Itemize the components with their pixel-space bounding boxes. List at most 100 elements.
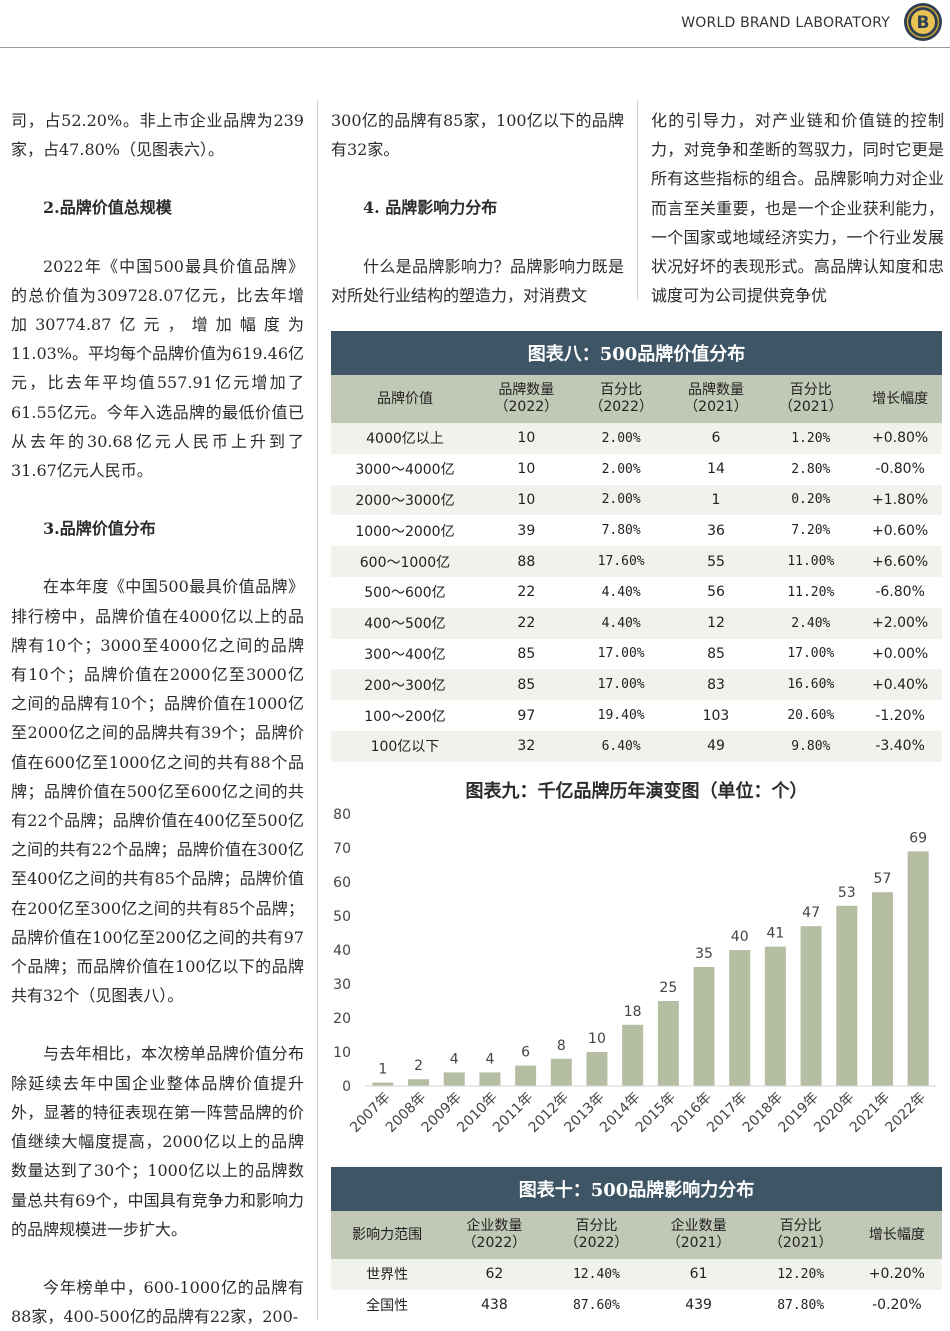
table-cell: 4.40%	[601, 584, 641, 600]
column-header-label: 影响力范围	[352, 1226, 423, 1243]
column-header-label: 百分比	[575, 1218, 618, 1234]
table-cell: 300～400亿	[364, 646, 446, 663]
table-cell: 600～1000亿	[331, 546, 479, 577]
bar	[800, 926, 822, 1086]
paragraph: 今年榜单中，600-1000亿的品牌有88家，400-500亿的品牌有22家，2…	[11, 1277, 304, 1327]
bar	[657, 1001, 679, 1086]
column-header-label: 品牌价值	[376, 390, 433, 407]
column-header-year: （2021）	[778, 399, 843, 415]
paragraph: 2022年《中国500最具价值品牌》的总价值为309728.07亿元，比去年增加…	[11, 256, 304, 481]
table-cell: 11.00%	[763, 546, 859, 577]
table-cell: 17.60%	[573, 546, 669, 577]
header-rule	[0, 47, 950, 48]
table-cell: 49	[668, 730, 764, 762]
data-label: 1	[378, 1062, 387, 1078]
table-cell: 100～200亿	[364, 708, 446, 725]
column-header-label: 品牌数量	[687, 382, 744, 398]
y-tick-label: 70	[333, 841, 351, 857]
table-cell: 1.20%	[763, 423, 859, 454]
y-tick-label: 10	[333, 1045, 351, 1061]
section-heading: 4. 品牌影响力分布	[363, 198, 498, 218]
data-label: 57	[874, 871, 892, 887]
data-label: 47	[802, 905, 820, 921]
table-row: 200～300亿 85 17.00% 83 16.60% +0.40%	[331, 669, 942, 701]
column-divider	[637, 100, 638, 300]
influence-distribution-table: 图表十：500品牌影响力分布 影响力范围 企业数量 （2022） 百分比 （2022）企…	[331, 1167, 942, 1321]
table-cell: +0.80%	[858, 423, 942, 454]
bar	[586, 1052, 608, 1086]
table-cell: 56	[707, 584, 725, 601]
table-cell: -1.20%	[875, 707, 925, 724]
column-header: 百分比 （2021）	[763, 375, 859, 423]
column-header-year: （2021）	[684, 399, 748, 415]
bar	[622, 1024, 644, 1086]
table-cell: 20.60%	[787, 708, 835, 724]
data-label: 53	[838, 885, 856, 901]
column-header-year: （2022）	[564, 1235, 629, 1251]
paragraph: 什么是品牌影响力？品牌影响力既是对所处行业结构的塑造力，对消费文	[331, 256, 624, 305]
table-cell: 97	[517, 707, 536, 724]
chart-title: 图表九：千亿品牌历年演变图（单位：个）	[465, 781, 808, 802]
table-cell: 12.40%	[545, 1259, 648, 1290]
table-cell: 10	[478, 423, 574, 454]
table-cell: 36	[707, 522, 725, 539]
bar	[372, 1082, 394, 1086]
column-header: 增长幅度	[858, 375, 942, 423]
text-column-3: 化的引导力，对产业链和价值链的控制力，对竞争和垄断的驾驭力，同时它更是所有这些指…	[651, 106, 944, 310]
data-label: 25	[659, 980, 677, 996]
column-header-label: 百分比	[789, 382, 832, 398]
bar	[907, 851, 929, 1086]
y-tick-label: 20	[333, 1011, 351, 1027]
table-cell: 2.40%	[763, 607, 859, 639]
data-label: 4	[450, 1051, 459, 1067]
table-title: 图表十：500品牌影响力分布	[331, 1167, 942, 1211]
table-cell: 2.80%	[791, 461, 831, 477]
table-cell: 500～600亿	[364, 585, 446, 602]
table-cell: 7.80%	[601, 523, 641, 539]
table-cell: 103	[702, 707, 730, 724]
bar	[443, 1072, 465, 1086]
text-column-2: 300亿的品牌有85家，100亿以下的品牌有32家。 4. 品牌影响力分布 什么…	[331, 106, 624, 310]
table-row: 世界性 62 12.40% 61 12.20% +0.20%	[331, 1259, 942, 1290]
table-row: 2000～3000亿 10 2.00% 1 0.20% +1.80%	[331, 484, 942, 516]
table-cell: -0.20%	[872, 1297, 922, 1314]
y-tick-label: 30	[333, 977, 351, 993]
column-header: 百分比 （2021）	[749, 1211, 852, 1259]
column-header: 品牌数量 （2022）	[478, 375, 574, 423]
y-tick-label: 0	[342, 1079, 351, 1095]
table-cell: +6.60%	[858, 546, 942, 577]
table-cell: +1.80%	[858, 484, 942, 516]
table-row: 100亿以下 32 6.40% 49 9.80% -3.40%	[331, 730, 942, 762]
data-label: 6	[521, 1045, 530, 1061]
table-cell: 438	[481, 1297, 508, 1314]
table-row: 100～200亿 97 19.40% 103 20.60% -1.20%	[331, 700, 942, 731]
table-cell: +0.00%	[872, 645, 929, 662]
table-cell: 10	[517, 461, 536, 478]
table-cell: 400～500亿	[331, 607, 479, 639]
y-tick-label: 50	[333, 909, 351, 925]
table-cell: 2000～3000亿	[331, 484, 479, 516]
table-cell: 1000～2000亿	[355, 523, 455, 540]
table-cell: 200～300亿	[331, 669, 479, 701]
column-header: 品牌价值	[331, 375, 479, 423]
table-cell: 16.60%	[763, 669, 859, 701]
table-cell: 87.60%	[572, 1297, 620, 1313]
table-cell: 22	[517, 584, 536, 601]
column-header-year: （2022）	[494, 399, 559, 415]
table-cell: 0.20%	[763, 484, 859, 516]
table-cell: +0.60%	[872, 522, 929, 539]
data-label: 35	[695, 946, 713, 962]
value-distribution-table: 图表八：500品牌价值分布 品牌价值 品牌数量 （2022） 百分比 （2022） 品牌数…	[331, 331, 942, 762]
column-header-label: 增长幅度	[868, 1226, 925, 1243]
column-header: 品牌数量 （2021）	[668, 375, 764, 423]
table-cell: -0.80%	[875, 461, 925, 478]
column-header: 百分比 （2022）	[573, 375, 669, 423]
data-label: 40	[731, 929, 749, 945]
page-header: WORLD BRAND LABORATORY B	[0, 0, 950, 48]
paragraph: 与去年相比，本次榜单品牌价值分布除延续去年中国企业整体品牌价值提升外，显著的特征…	[11, 1044, 304, 1239]
table-cell: 12.20%	[749, 1259, 852, 1290]
table-cell: 2.00%	[573, 484, 669, 516]
table-cell: 439	[685, 1297, 712, 1314]
table-cell: +0.20%	[851, 1259, 942, 1290]
column-header-label: 品牌数量	[498, 382, 555, 398]
